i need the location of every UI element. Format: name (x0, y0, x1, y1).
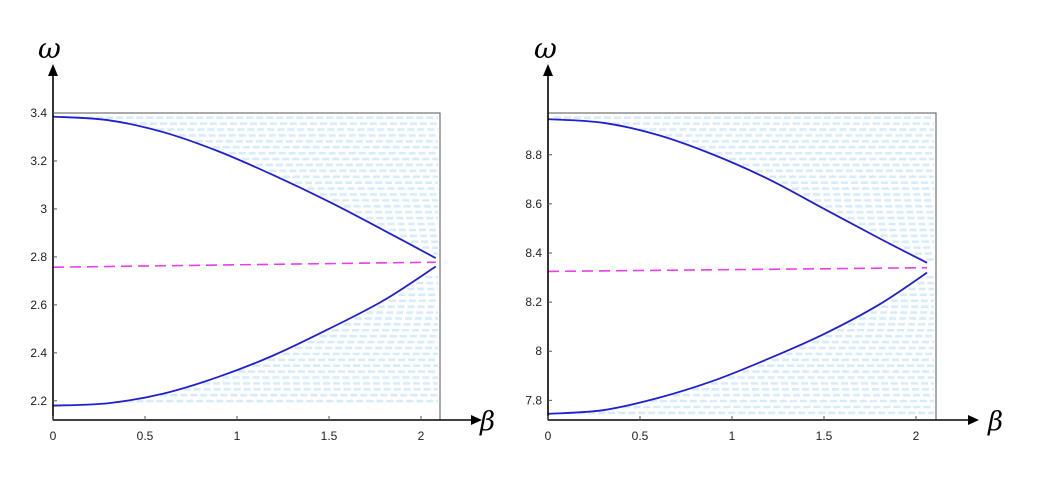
left-shaded-region (76, 116, 438, 403)
left-y-tick-label: 2.2 (30, 394, 47, 408)
right-y-arrowhead (543, 64, 553, 76)
right-x-tick-label: 1 (729, 429, 736, 443)
right-y-tick-label: 8.6 (525, 197, 542, 211)
right-curves (547, 118, 928, 415)
left-panel: 0 0.5 1 1.5 2 2.2 2.4 2.6 2.8 3 3.2 3.4 β ω (30, 32, 495, 443)
left-y-ticks: 2.2 2.4 2.6 2.8 3 3.2 3.4 (30, 106, 57, 408)
left-y-axis-label: ω (38, 32, 61, 65)
right-y-tick-label: 8.8 (525, 148, 542, 162)
left-y-arrowhead (48, 64, 58, 76)
left-x-arrowhead (471, 415, 482, 425)
left-x-ticks: 0 0.5 1 1.5 2 (50, 416, 425, 443)
right-x-axis-label: β (987, 407, 1003, 437)
left-x-tick-label: 0 (50, 429, 57, 443)
right-lower-curve (547, 271, 928, 415)
left-y-tick-label: 3.4 (30, 106, 47, 120)
right-dashed-line (547, 266, 928, 273)
right-y-tick-label: 8 (535, 344, 542, 358)
left-y-tick-label: 2.6 (30, 298, 47, 312)
right-x-ticks: 0 0.5 1 1.5 2 (545, 416, 920, 443)
right-shaded-region (554, 116, 934, 415)
left-x-tick-label: 1 (234, 429, 241, 443)
left-x-tick-label: 2 (418, 429, 425, 443)
left-curves (52, 115, 437, 407)
right-y-tick-label: 7.8 (525, 393, 542, 407)
right-y-tick-label: 8.4 (525, 246, 542, 260)
right-x-tick-label: 1.5 (816, 429, 833, 443)
left-y-tick-label: 3.2 (30, 154, 47, 168)
right-y-axis-label: ω (534, 32, 557, 65)
left-x-tick-label: 1.5 (321, 429, 338, 443)
right-x-tick-label: 0 (545, 429, 552, 443)
right-x-tick-label: 2 (913, 429, 920, 443)
left-lower-curve (52, 265, 437, 407)
right-upper-curve (547, 118, 928, 264)
left-upper-curve (52, 115, 437, 259)
left-y-tick-label: 2.4 (30, 346, 47, 360)
right-y-ticks: 7.8 8 8.2 8.4 8.6 8.8 (525, 148, 552, 407)
right-y-tick-label: 8.2 (525, 295, 542, 309)
left-dashed-line (52, 261, 436, 269)
left-y-tick-label: 3 (40, 202, 47, 216)
right-panel: 0 0.5 1 1.5 2 7.8 8 8.2 8.4 8.6 8.8 β ω (525, 32, 1003, 443)
left-x-axis-label: β (479, 407, 495, 437)
right-x-tick-label: 0.5 (632, 429, 649, 443)
left-y-tick-label: 2.8 (30, 250, 47, 264)
right-x-arrowhead (968, 415, 979, 425)
left-x-tick-label: 0.5 (137, 429, 154, 443)
